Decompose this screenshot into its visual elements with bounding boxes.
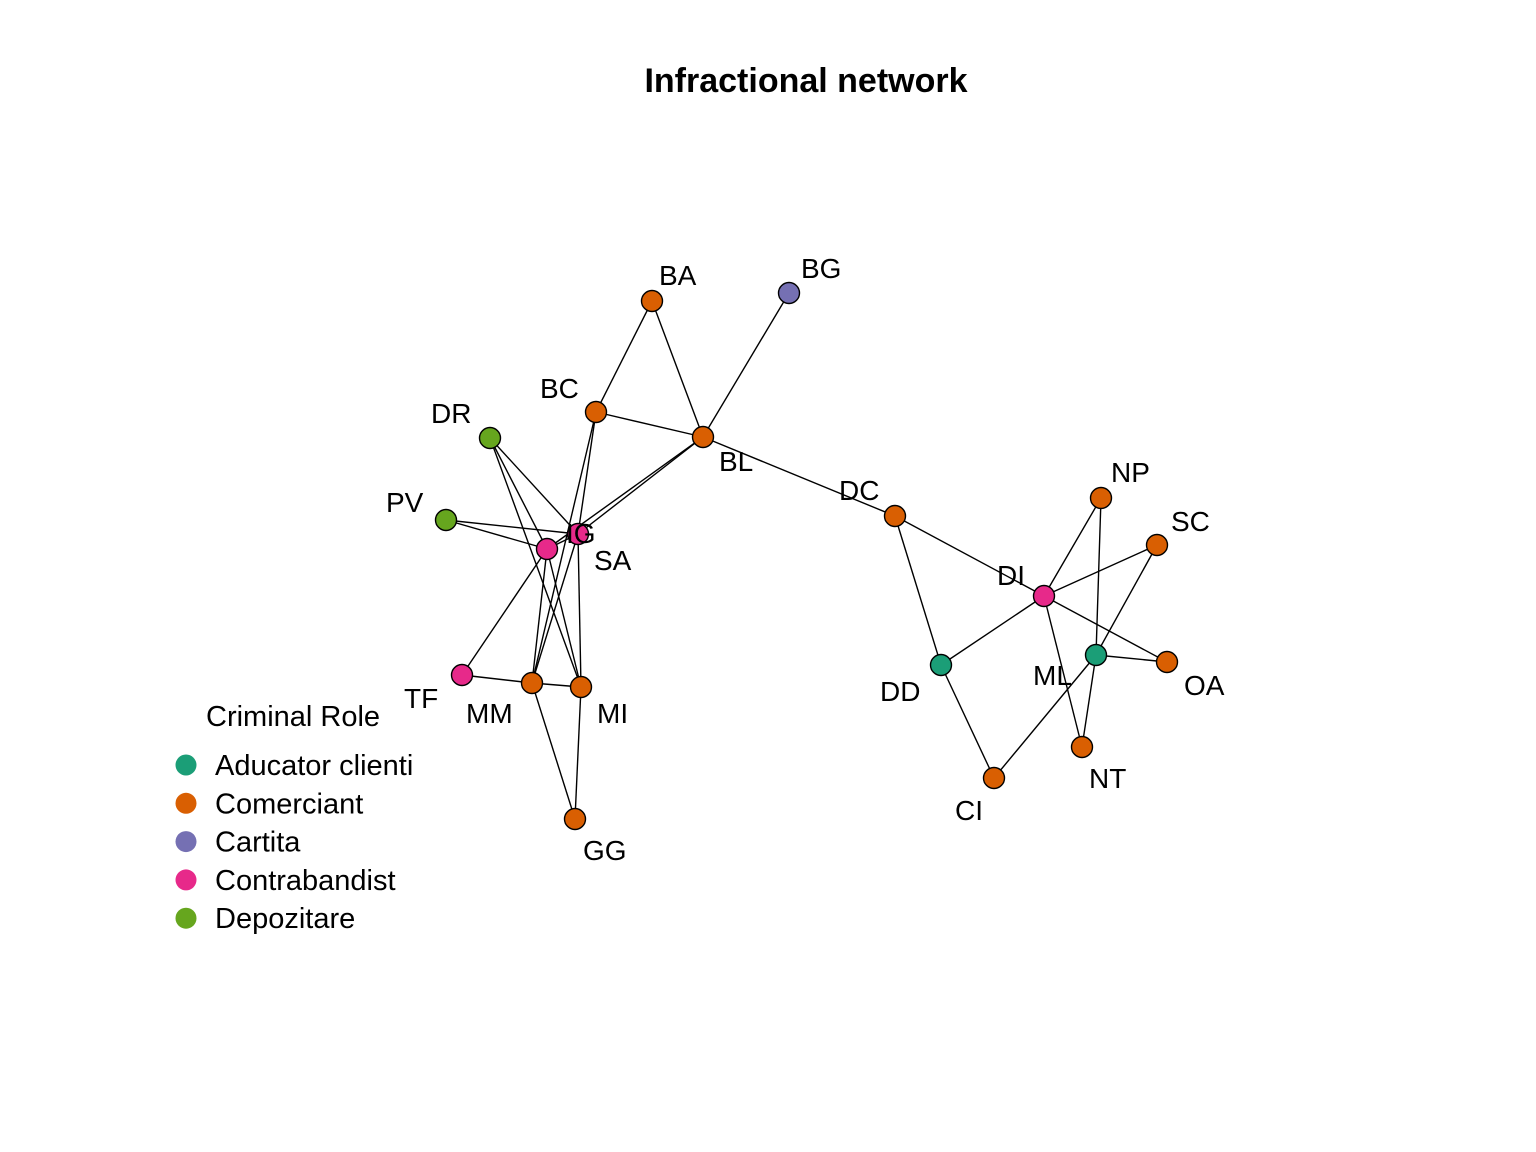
edge-dc-di bbox=[894, 515, 1045, 597]
node-mi[interactable] bbox=[569, 675, 593, 699]
legend-label-aducator-clienti: Aducator clienti bbox=[215, 750, 413, 782]
edge-di-dd bbox=[940, 595, 1045, 666]
node-ml[interactable] bbox=[1084, 643, 1108, 667]
node-dc[interactable] bbox=[883, 504, 907, 528]
node-label-mi: MI bbox=[597, 698, 628, 729]
legend-swatch-depozitare bbox=[175, 907, 197, 929]
edge-ig-mi bbox=[577, 533, 582, 688]
node-label-bl: BL bbox=[719, 446, 753, 477]
node-label-tf: TF bbox=[404, 683, 438, 714]
node-bg[interactable] bbox=[777, 281, 801, 305]
node-label-sa: SA bbox=[594, 545, 632, 576]
edge-bc-mm bbox=[531, 411, 597, 684]
edge-ba-bl bbox=[651, 300, 704, 438]
edge-pv-ig bbox=[445, 519, 579, 535]
edge-bc-bl bbox=[595, 411, 704, 438]
node-pv[interactable] bbox=[434, 508, 458, 532]
edge-dc-dd bbox=[894, 515, 942, 666]
node-label-ci: CI bbox=[955, 795, 983, 826]
node-label-dd: DD bbox=[880, 676, 920, 707]
edge-bg-bl bbox=[702, 292, 790, 438]
edge-dr-sa bbox=[489, 437, 548, 550]
edge-di-nt bbox=[1043, 595, 1083, 748]
edge-ml-nt bbox=[1081, 654, 1097, 748]
edge-ml-np bbox=[1095, 497, 1102, 656]
edge-di-sc bbox=[1043, 544, 1158, 597]
legend-label-comerciant: Comerciant bbox=[215, 788, 363, 820]
node-label-bc: BC bbox=[540, 373, 579, 404]
node-oa[interactable] bbox=[1155, 650, 1179, 674]
node-dd[interactable] bbox=[929, 653, 953, 677]
node-mm[interactable] bbox=[520, 671, 544, 695]
node-label-di: DI bbox=[997, 560, 1025, 591]
node-label-sc: SC bbox=[1171, 506, 1210, 537]
edge-tf-mm bbox=[461, 674, 533, 684]
edge-ig-mm bbox=[531, 533, 579, 684]
node-ci[interactable] bbox=[982, 766, 1006, 790]
edge-ml-oa bbox=[1095, 654, 1168, 663]
node-label-nt: NT bbox=[1089, 763, 1126, 794]
node-di[interactable] bbox=[1032, 584, 1056, 608]
edge-mm-gg bbox=[531, 682, 576, 820]
node-label-oa: OA bbox=[1184, 670, 1225, 701]
node-bl[interactable] bbox=[691, 425, 715, 449]
edge-bl-ig bbox=[577, 436, 704, 535]
node-sa[interactable] bbox=[535, 537, 559, 561]
node-gg[interactable] bbox=[563, 807, 587, 831]
edge-layer bbox=[445, 292, 1168, 820]
node-ig[interactable] bbox=[566, 522, 590, 546]
legend-label-contrabandist: Contrabandist bbox=[215, 865, 396, 897]
node-sc[interactable] bbox=[1145, 533, 1169, 557]
edge-sa-mm bbox=[531, 548, 548, 684]
node-layer bbox=[434, 281, 1179, 831]
node-label-dr: DR bbox=[431, 398, 471, 429]
edge-sa-tf bbox=[461, 548, 548, 676]
edge-mi-gg bbox=[574, 686, 582, 820]
legend-swatch-cartita bbox=[175, 831, 197, 853]
legend-label-cartita: Cartita bbox=[215, 827, 301, 859]
edge-dr-mi bbox=[489, 437, 582, 688]
edge-sa-mi bbox=[546, 548, 582, 688]
edge-ml-sc bbox=[1095, 544, 1158, 656]
edge-pv-sa bbox=[445, 519, 548, 550]
edge-bl-dc bbox=[702, 436, 896, 517]
node-ba[interactable] bbox=[640, 289, 664, 313]
node-bc[interactable] bbox=[584, 400, 608, 424]
node-label-bg: BG bbox=[801, 253, 841, 284]
edge-di-oa bbox=[1043, 595, 1168, 663]
legend-items: Aducator clienti Comerciant Cartita Contrab… bbox=[175, 750, 413, 935]
node-label-gg: GG bbox=[583, 835, 627, 866]
edge-ba-bc bbox=[595, 300, 653, 413]
legend-title: Criminal Role bbox=[206, 701, 380, 733]
edge-ci-ml bbox=[993, 654, 1097, 779]
node-label-mm: MM bbox=[466, 698, 513, 729]
edge-di-np bbox=[1043, 497, 1102, 597]
node-tf[interactable] bbox=[450, 663, 474, 687]
node-label-dc: DC bbox=[839, 475, 879, 506]
node-dr[interactable] bbox=[478, 426, 502, 450]
legend-swatch-contrabandist bbox=[175, 869, 197, 891]
node-nt[interactable] bbox=[1070, 735, 1094, 759]
legend-swatch-aducator-clienti bbox=[175, 754, 197, 776]
edge-dd-ci bbox=[940, 664, 995, 779]
edge-dr-ig bbox=[489, 437, 579, 535]
edge-bc-ig bbox=[577, 411, 597, 535]
node-np[interactable] bbox=[1089, 486, 1113, 510]
legend: Criminal Role Aducator clienti Comerciant… bbox=[175, 701, 413, 935]
legend-label-depozitare: Depozitare bbox=[215, 903, 355, 935]
legend-swatch-comerciant bbox=[175, 792, 197, 814]
node-label-np: NP bbox=[1111, 457, 1150, 488]
node-label-ig: IG bbox=[566, 518, 596, 549]
node-label-ml: ML bbox=[1033, 660, 1072, 691]
node-label-ba: BA bbox=[659, 260, 697, 291]
node-label-pv: PV bbox=[386, 487, 424, 518]
chart-title: Infractional network bbox=[644, 62, 967, 100]
